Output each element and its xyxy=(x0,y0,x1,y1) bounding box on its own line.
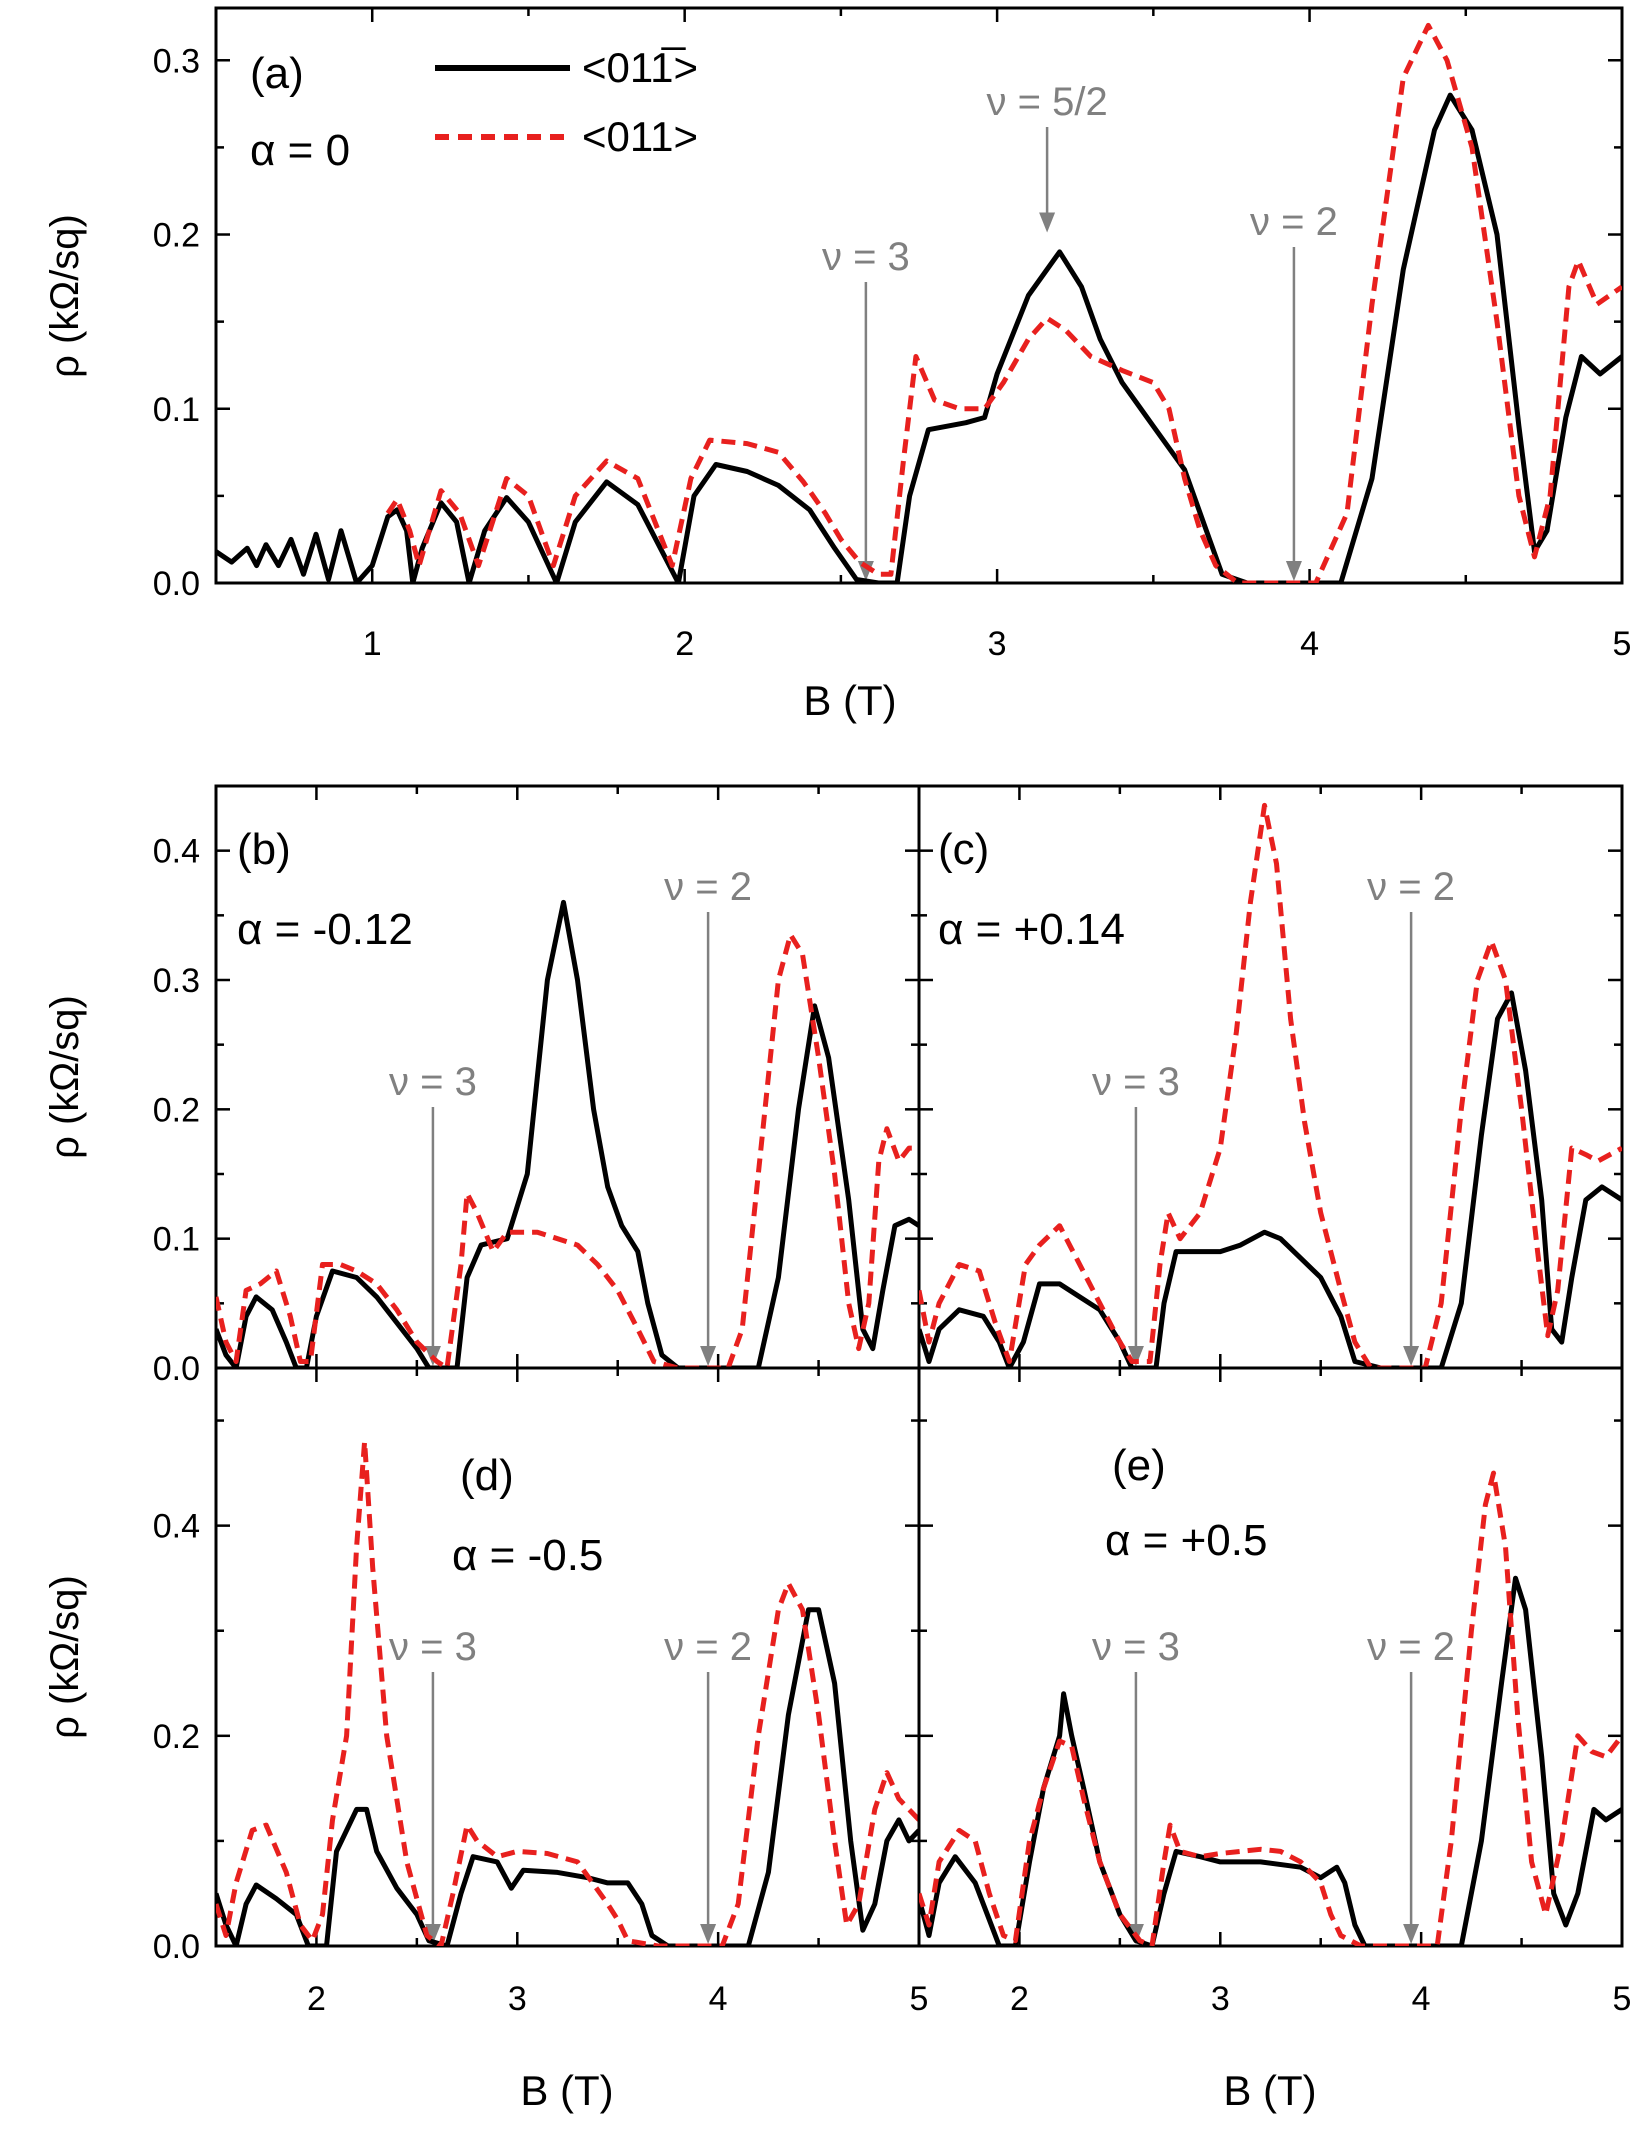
x-tick-label: 2 xyxy=(307,1980,326,2018)
x-tick-label: 3 xyxy=(508,1980,527,2018)
panel-a-plot-area: 1 2 3 4 5 0.0 0.1 0.2 0.3 ν = 3 ν = 5/2 ν = 2 xyxy=(153,8,1632,663)
nu-annotation-label: ν = 5/2 xyxy=(987,80,1108,124)
panel-a: 1 2 3 4 5 0.0 0.1 0.2 0.3 ν = 3 ν = 5/2 ν = 2 (a) α… xyxy=(43,6,1632,724)
x-tick-label: 4 xyxy=(1412,1980,1431,2018)
series-011bar-solid xyxy=(919,990,1622,1368)
y-tick-label: 0.1 xyxy=(153,1221,200,1259)
y-tick-label: 0.3 xyxy=(153,962,200,1000)
x-tick-label: 4 xyxy=(1300,625,1319,663)
panel-d-alpha: α = -0.5 xyxy=(452,1531,603,1580)
panel-e-xlabel: B (T) xyxy=(1223,2067,1316,2114)
annotation-arrow-head xyxy=(700,1346,717,1366)
series-011-dashed xyxy=(216,1439,919,1946)
panel-e-plot-area: 2 3 4 5 ν = 3 ν = 2 xyxy=(917,1368,1632,2018)
y-tick-label: 0.4 xyxy=(153,833,200,871)
nu-annotation-label: ν = 2 xyxy=(664,1625,752,1669)
nu-annotation-label: ν = 3 xyxy=(1092,1625,1180,1669)
x-tick-label: 3 xyxy=(988,625,1007,663)
panel-a-xlabel: B (T) xyxy=(803,677,896,724)
panel-a-label: (a) xyxy=(250,49,304,98)
panel-b-label: (b) xyxy=(237,825,291,874)
x-tick-label: 5 xyxy=(910,1980,929,2018)
annotation-arrow-head xyxy=(424,1924,441,1944)
panel-e-frame xyxy=(917,1366,1624,1948)
legend-dashed-label: <011> xyxy=(582,113,698,160)
series-011-dashed xyxy=(919,1470,1622,1946)
series-011-dashed xyxy=(919,802,1622,1368)
annotation-arrow-head xyxy=(1403,1924,1420,1944)
y-tick-label: 0.0 xyxy=(153,1928,200,1966)
panel-b: 0.00.10.20.30.4ν = 3ν = 2 (b) α = -0.12 … xyxy=(43,784,921,1388)
panel-d-xlabel: B (T) xyxy=(520,2067,613,2114)
panel-d-label: (d) xyxy=(460,1451,514,1500)
x-tick-label: 2 xyxy=(1010,1980,1029,2018)
nu-annotation-label: ν = 3 xyxy=(1092,1060,1180,1104)
nu-annotation-label: ν = 3 xyxy=(389,1060,477,1104)
panel-b-ylabel: ρ (kΩ/sq) xyxy=(43,995,87,1159)
nu-annotation-label: ν = 3 xyxy=(389,1625,477,1669)
nu-annotation-label: ν = 2 xyxy=(1367,1625,1455,1669)
y-tick-label: 0.4 xyxy=(153,1508,200,1546)
annotation-arrow-head xyxy=(1039,212,1056,233)
x-tick-label: 5 xyxy=(1613,1980,1632,2018)
panel-c-alpha: α = +0.14 xyxy=(938,905,1125,954)
legend-solid-label: <011̅> xyxy=(582,44,698,91)
series-011bar-solid xyxy=(919,1575,1622,1946)
y-tick-label: 0.3 xyxy=(153,42,200,80)
y-tick-label: 0.2 xyxy=(153,1091,200,1129)
x-tick-label: 2 xyxy=(675,625,694,663)
panel-a-frame xyxy=(214,6,1624,585)
panel-a-ylabel: ρ (kΩ/sq) xyxy=(43,214,87,378)
series-011-dashed xyxy=(385,22,1622,583)
panel-b-alpha: α = -0.12 xyxy=(237,905,413,954)
panel-c-plot-area: ν = 3 ν = 2 xyxy=(917,784,1624,1370)
nu-annotation-label: ν = 2 xyxy=(1250,200,1338,244)
nu-annotation-label: ν = 2 xyxy=(664,865,752,909)
series-011bar-solid xyxy=(216,899,919,1368)
series-011bar-solid xyxy=(216,1607,919,1946)
panel-c: ν = 3 ν = 2 (c) α = +0.14 xyxy=(917,784,1624,1370)
panel-e-alpha: α = +0.5 xyxy=(1105,1516,1267,1565)
panel-d-ylabel: ρ (kΩ/sq) xyxy=(43,1575,87,1739)
y-tick-label: 0.1 xyxy=(153,391,200,429)
x-tick-label: 3 xyxy=(1211,1980,1230,2018)
annotation-arrow-head xyxy=(1127,1346,1144,1366)
y-tick-label: 0.2 xyxy=(153,1718,200,1756)
annotation-arrow-head xyxy=(1285,561,1302,581)
annotation-arrow-head xyxy=(1403,1346,1420,1366)
panel-b-plot-area: 0.0 0.1 0.2 0.3 0.4 ν = 3 ν = 2 xyxy=(153,784,921,1388)
panel-a-alpha: α = 0 xyxy=(250,126,350,175)
panel-e-label: (e) xyxy=(1112,1441,1166,1490)
y-tick-label: 0.2 xyxy=(153,217,200,255)
x-tick-label: 1 xyxy=(363,625,382,663)
series-011bar-solid xyxy=(216,92,1622,583)
y-tick-label: 0.0 xyxy=(153,565,200,603)
x-tick-label: 5 xyxy=(1613,625,1632,663)
legend: <011̅> <011> xyxy=(435,44,698,160)
series-011-dashed xyxy=(216,932,919,1368)
nu-annotation-label: ν = 2 xyxy=(1367,865,1455,909)
annotation-arrow-head xyxy=(700,1924,717,1944)
nu-annotation-label: ν = 3 xyxy=(822,235,910,279)
x-tick-label: 4 xyxy=(709,1980,728,2018)
y-tick-label: 0.0 xyxy=(153,1350,200,1388)
panel-d-plot-area: 2 3 4 5 0.0 0.2 0.4 ν = 3 ν = 2 xyxy=(153,1368,929,2018)
panel-e: 2 3 4 5 ν = 3 ν = 2 (e) α = +0.5 B (T) xyxy=(917,1366,1632,2114)
panel-d: 2 3 4 5 0.0 0.2 0.4 ν = 3 ν = 2 (d) α = -0.5 B (… xyxy=(43,1366,929,2114)
panel-c-label: (c) xyxy=(938,825,989,874)
